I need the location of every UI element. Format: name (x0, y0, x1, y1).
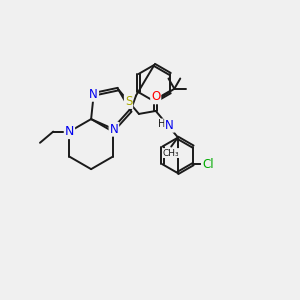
Text: N: N (89, 88, 98, 101)
Text: N: N (165, 119, 174, 132)
Text: N: N (65, 125, 74, 138)
Text: S: S (125, 95, 132, 108)
Text: N: N (110, 123, 118, 136)
Text: H: H (158, 119, 166, 129)
Text: CH₃: CH₃ (163, 148, 179, 158)
Text: Cl: Cl (202, 158, 214, 171)
Text: O: O (151, 90, 160, 103)
